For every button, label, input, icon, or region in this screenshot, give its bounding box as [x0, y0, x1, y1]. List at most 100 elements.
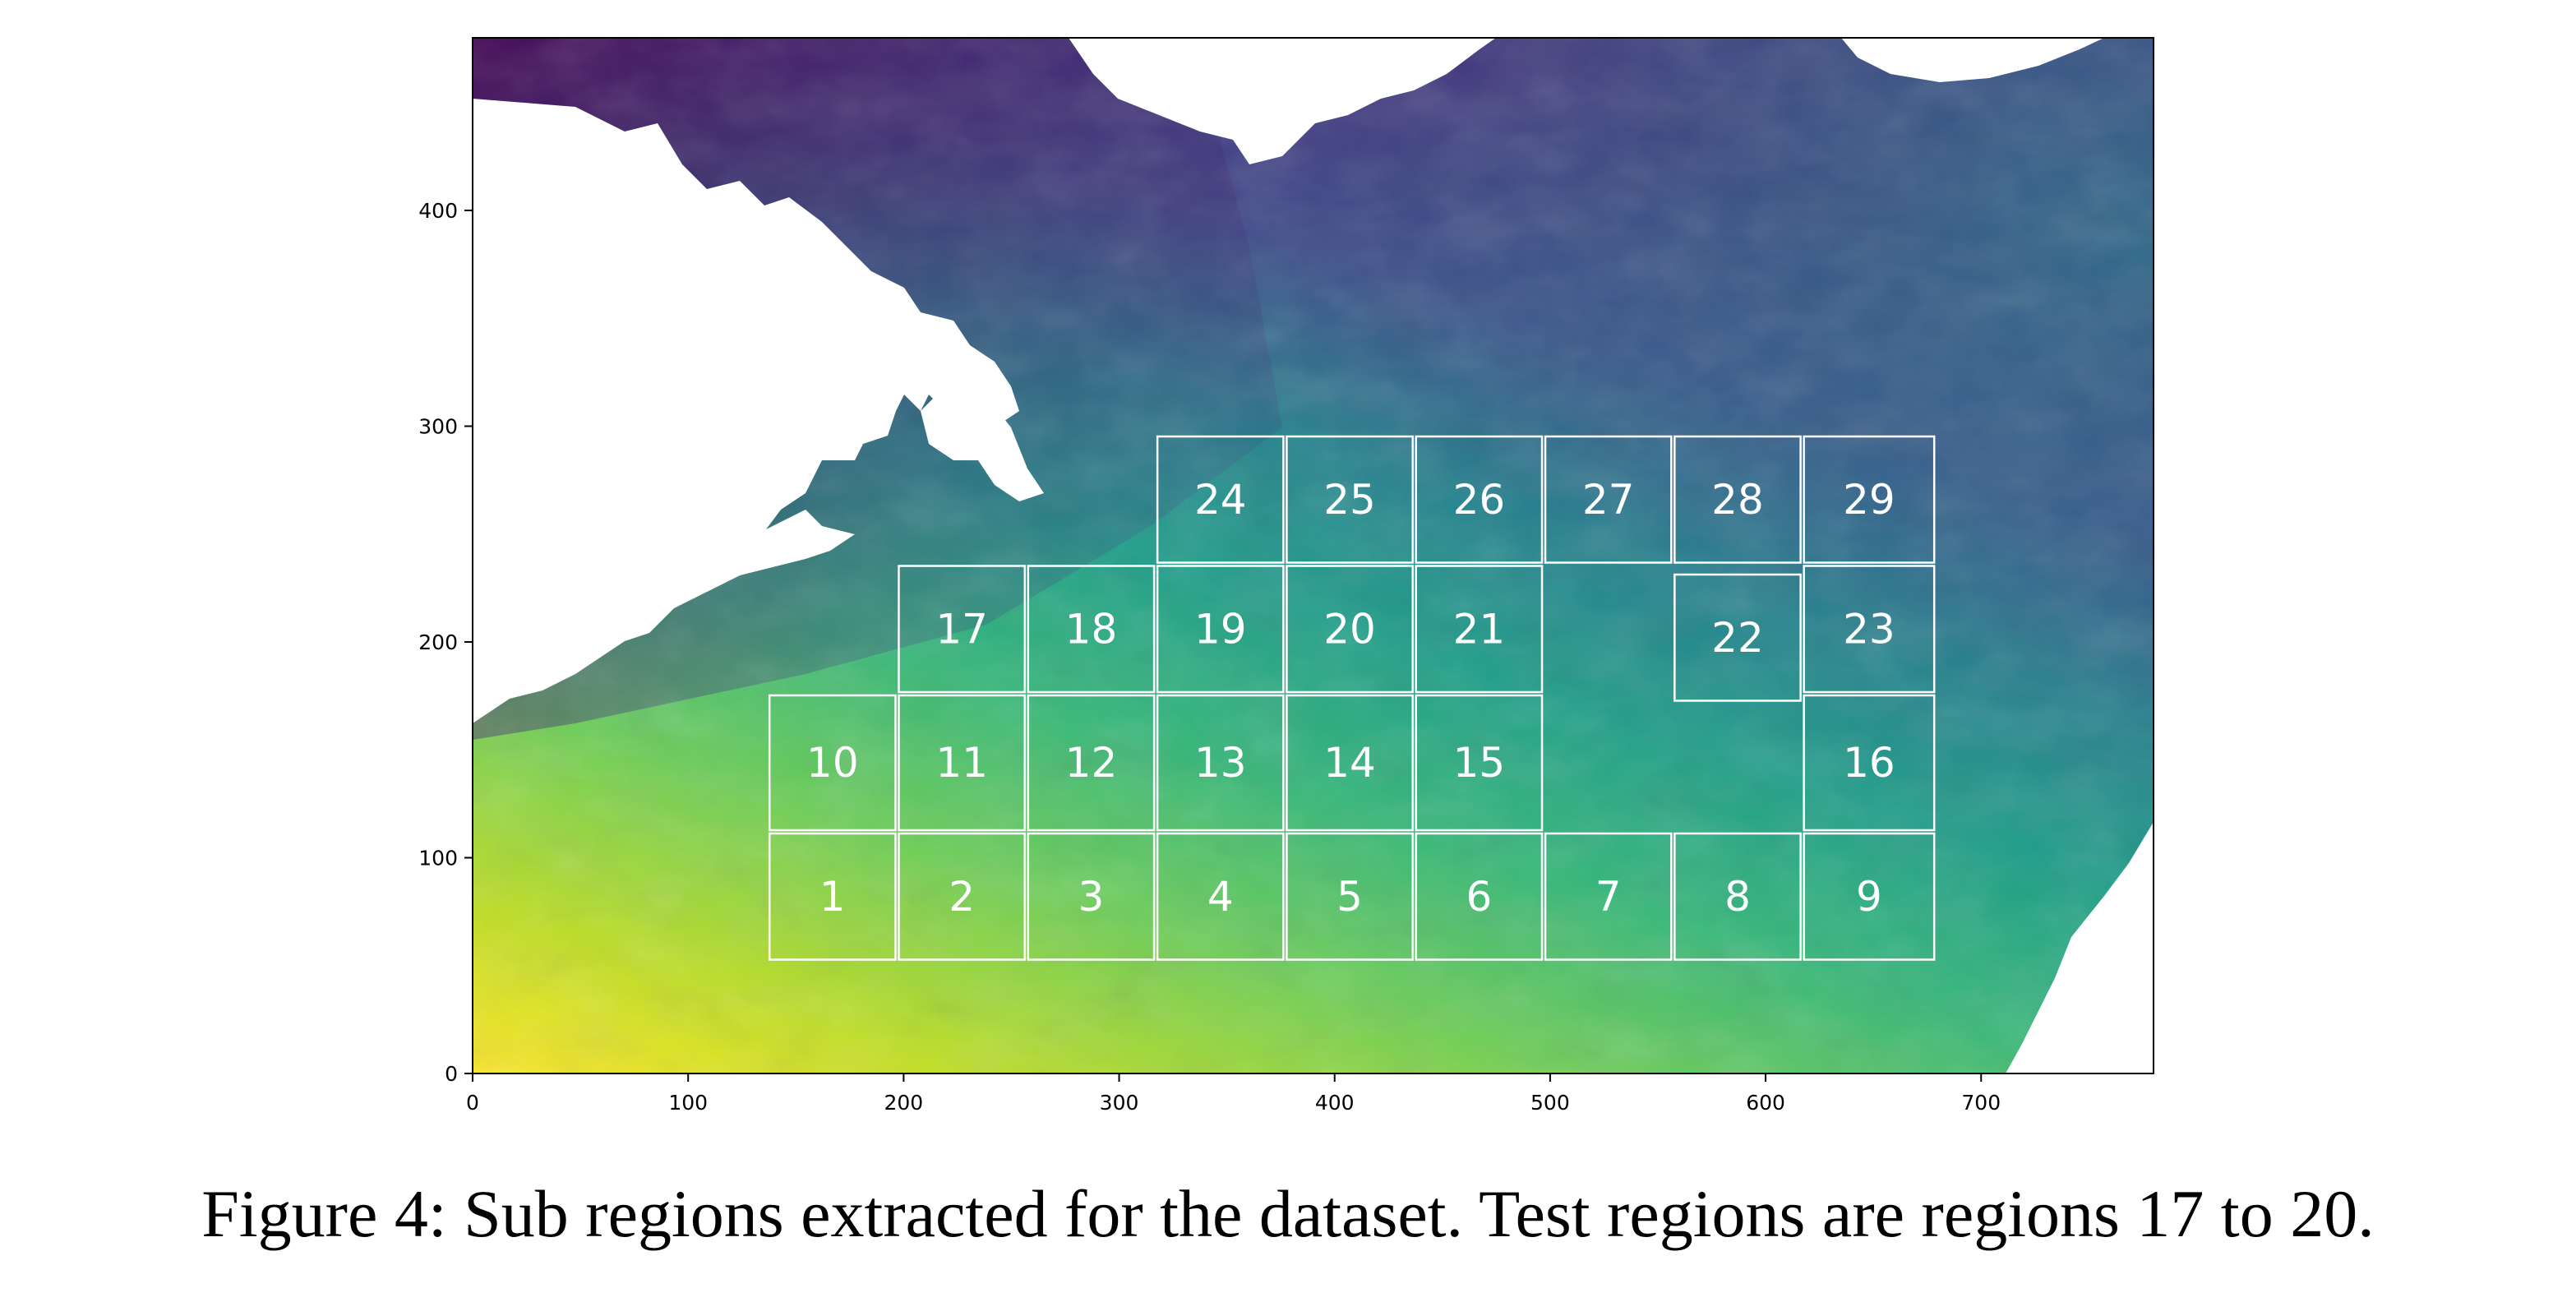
region-box [1803, 694, 1936, 832]
region-3: 3 [1027, 832, 1156, 961]
land-greenland [1069, 38, 1496, 164]
plot-area [473, 38, 2154, 1073]
region-box [1156, 832, 1285, 961]
region-23: 23 [1803, 565, 1936, 694]
region-15: 15 [1415, 694, 1544, 832]
x-axis-ticks: 0 100 200 300 400 500 600 700 [466, 1073, 2001, 1115]
region-9: 9 [1803, 832, 1936, 961]
y-tick-label: 400 [418, 199, 458, 223]
region-box [1415, 694, 1544, 832]
region-box [1803, 565, 1936, 694]
x-tick-label: 200 [884, 1091, 923, 1115]
region-1: 1 [768, 832, 897, 961]
region-10: 10 [768, 694, 897, 832]
region-box [768, 832, 897, 961]
land-africa [2006, 822, 2154, 1073]
region-label: 12 [1065, 739, 1118, 787]
y-axis-ticks: 0 100 200 300 400 [418, 199, 473, 1086]
region-2: 2 [898, 832, 1027, 961]
x-tick-label: 700 [1961, 1091, 2001, 1115]
region-label: 5 [1336, 873, 1363, 921]
region-label: 15 [1453, 739, 1506, 787]
axes-frame [472, 37, 2154, 1074]
region-label: 25 [1323, 476, 1376, 524]
figure-caption: Figure 4: Sub regions extracted for the … [201, 1176, 2375, 1251]
x-tick-label: 300 [1100, 1091, 1139, 1115]
region-box [1286, 694, 1414, 832]
land-newfoundland [921, 386, 1044, 501]
region-box [1673, 573, 1802, 702]
region-26: 26 [1415, 435, 1544, 564]
region-11: 11 [898, 694, 1027, 832]
region-22: 22 [1673, 573, 1802, 702]
region-box [1156, 694, 1285, 832]
y-tick-label: 200 [418, 630, 458, 654]
region-label: 4 [1207, 873, 1234, 921]
region-box [1415, 565, 1544, 694]
y-tick-label: 300 [418, 415, 458, 439]
region-label: 11 [935, 739, 988, 787]
region-box [1027, 565, 1156, 694]
region-box [1803, 435, 1936, 564]
x-tick-label: 100 [668, 1091, 708, 1115]
region-label: 21 [1453, 605, 1506, 653]
region-box [1027, 694, 1156, 832]
region-box [768, 694, 897, 832]
region-box [1156, 435, 1285, 564]
region-6: 6 [1415, 832, 1544, 961]
region-label: 3 [1078, 873, 1105, 921]
region-box [1286, 565, 1414, 694]
region-label: 29 [1843, 476, 1895, 524]
region-label: 10 [806, 739, 859, 787]
region-box [1156, 565, 1285, 694]
region-label: 24 [1194, 476, 1247, 524]
y-tick-label: 0 [445, 1062, 458, 1086]
region-label: 7 [1595, 873, 1622, 921]
land-iceland [1841, 38, 2104, 82]
region-28: 28 [1673, 435, 1802, 564]
region-label: 27 [1582, 476, 1635, 524]
region-7: 7 [1544, 832, 1673, 961]
region-21: 21 [1415, 565, 1544, 694]
region-box [1544, 832, 1673, 961]
region-19: 19 [1156, 565, 1285, 694]
region-label: 13 [1194, 739, 1247, 787]
region-box [898, 694, 1027, 832]
region-box [1286, 435, 1414, 564]
region-box [1415, 832, 1544, 961]
region-label: 9 [1856, 873, 1882, 921]
region-box [1803, 832, 1936, 961]
y-tick-label: 100 [418, 847, 458, 870]
region-box [1286, 832, 1414, 961]
region-label: 22 [1711, 614, 1764, 662]
x-tick-label: 600 [1746, 1091, 1785, 1115]
region-label: 23 [1843, 605, 1895, 653]
region-5: 5 [1286, 832, 1414, 961]
region-16: 16 [1803, 694, 1936, 832]
region-17: 17 [898, 565, 1027, 694]
region-18: 18 [1027, 565, 1156, 694]
region-label: 17 [935, 605, 988, 653]
region-4: 4 [1156, 832, 1285, 961]
region-label: 26 [1453, 476, 1506, 524]
x-tick-label: 400 [1315, 1091, 1355, 1115]
region-label: 14 [1323, 739, 1376, 787]
region-box [1027, 832, 1156, 961]
region-label: 28 [1711, 476, 1764, 524]
x-tick-label: 0 [466, 1091, 479, 1115]
region-29: 29 [1803, 435, 1936, 564]
region-box [1415, 435, 1544, 564]
region-27: 27 [1544, 435, 1673, 564]
region-label: 20 [1323, 605, 1376, 653]
region-24: 24 [1156, 435, 1285, 564]
region-20: 20 [1286, 565, 1414, 694]
land-north-america [473, 38, 1019, 723]
region-14: 14 [1286, 694, 1414, 832]
x-tick-label: 500 [1530, 1091, 1570, 1115]
region-label: 8 [1724, 873, 1751, 921]
region-box [1673, 832, 1802, 961]
region-25: 25 [1286, 435, 1414, 564]
region-label: 16 [1843, 739, 1895, 787]
